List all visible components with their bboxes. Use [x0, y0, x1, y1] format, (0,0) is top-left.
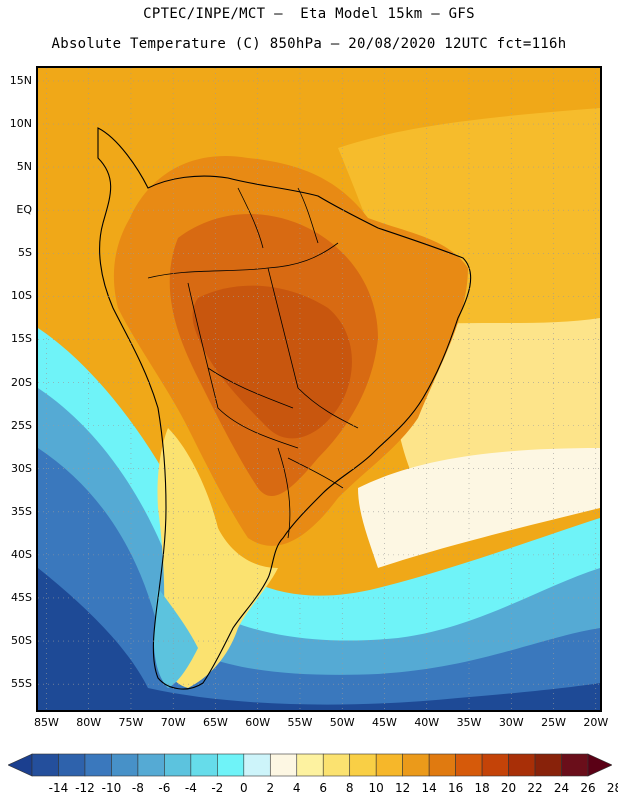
colorbar-tick-label: -14 — [48, 781, 69, 795]
lat-tick-label: 35S — [11, 504, 32, 518]
colorbar-swatch — [534, 753, 562, 777]
colorbar-tick-label: 2 — [266, 781, 275, 795]
lon-tick-label: 55W — [287, 716, 313, 729]
patagonia-land — [157, 428, 278, 688]
colorbar-tick-label: 6 — [319, 781, 328, 795]
colorbar-tick-label: 14 — [421, 781, 437, 795]
map-canvas — [38, 68, 600, 710]
colorbar-swatch — [137, 753, 165, 777]
lon-tick-label: 65W — [203, 716, 228, 729]
temperature-map — [36, 66, 602, 712]
colorbar-swatch — [111, 753, 139, 777]
colorbar-tick-label: 20 — [500, 781, 517, 795]
lat-tick-label: 40S — [11, 547, 32, 561]
colorbar-swatch — [243, 753, 271, 777]
lat-tick-label: 15S — [11, 332, 32, 346]
lat-tick-label: 5N — [16, 160, 32, 174]
colorbar-swatch — [296, 753, 324, 777]
colorbar-tick-label: -10 — [101, 781, 122, 795]
colorbar-swatch — [455, 753, 483, 777]
chart-subtitle: Absolute Temperature (C) 850hPa – 20/08/… — [51, 36, 567, 52]
lon-tick-label: 70W — [160, 716, 186, 729]
colorbar-swatch — [375, 753, 403, 777]
colorbar-swatch — [349, 753, 377, 777]
colorbar-tick-label: 28 — [606, 781, 618, 795]
colorbar-swatch — [402, 753, 430, 777]
colorbar-swatch — [428, 753, 456, 777]
colorbar-swatch — [322, 753, 351, 777]
colorbar-tick-label: 10 — [368, 781, 384, 795]
colorbar-tick-label: 12 — [395, 781, 411, 795]
colorbar-tick-label: 0 — [239, 781, 248, 795]
coastline — [97, 127, 472, 690]
lat-tick-label: 15N — [9, 73, 32, 87]
colorbar-swatch — [481, 753, 509, 777]
lon-tick-label: 35W — [456, 716, 482, 729]
colorbar-swatch — [561, 753, 589, 777]
colorbar-tick-label: 24 — [553, 781, 570, 795]
very-cold-band — [38, 568, 600, 710]
colorbar-swatch — [508, 753, 536, 777]
lon-tick-label: 85W — [34, 716, 59, 729]
colorbar-tick-label: -8 — [131, 781, 144, 795]
colorbar-swatch — [269, 753, 298, 777]
far-south-land — [153, 588, 198, 688]
colorbar-swatch — [190, 753, 218, 777]
colorbar-tick-label: 8 — [345, 781, 354, 795]
chart-title: CPTEC/INPE/MCT – Eta Model 15km – GFS — [143, 6, 475, 22]
colorbar-tick-label: -6 — [158, 781, 171, 795]
colorbar-tick-label: 16 — [447, 781, 464, 795]
lon-tick-label: 75W — [118, 716, 144, 729]
lon-tick-label: 50W — [329, 716, 355, 729]
lat-tick-label: 30S — [11, 461, 32, 475]
lon-tick-label: 30W — [498, 716, 524, 729]
colorbar-tick-label: 22 — [527, 781, 543, 795]
colorbar-swatch — [58, 753, 86, 777]
colorbar-tick-label: 26 — [580, 781, 596, 795]
lat-tick-label: 10N — [9, 117, 32, 130]
lat-tick-label: 20S — [11, 375, 32, 389]
lon-tick-label: 60W — [245, 716, 271, 729]
lon-tick-label: 40W — [414, 716, 440, 729]
colorbar — [8, 753, 612, 777]
colorbar-tick-label: -12 — [75, 781, 95, 795]
country-borders — [147, 187, 359, 539]
colorbar-swatch — [164, 753, 192, 777]
lat-tick-label: 5S — [18, 246, 32, 260]
colorbar-swatch — [31, 753, 59, 777]
lon-tick-label: 45W — [372, 716, 397, 729]
map-grid — [38, 68, 600, 710]
colorbar-tick-label: 4 — [292, 781, 301, 795]
lat-tick-label: 45S — [11, 590, 32, 604]
lon-tick-label: 20W — [583, 716, 609, 729]
colorbar-tick-label: -2 — [211, 781, 224, 795]
colorbar-min-arrow — [8, 753, 33, 777]
colorbar-tick-label: 18 — [474, 781, 490, 795]
lon-tick-label: 25W — [541, 716, 566, 729]
lat-tick-label: 50S — [11, 634, 32, 648]
lat-tick-label: EQ — [16, 203, 32, 217]
lat-tick-label: 25S — [11, 418, 32, 432]
pale-zone — [358, 448, 600, 568]
lon-tick-label: 80W — [76, 716, 102, 729]
colorbar-swatch — [84, 753, 112, 777]
lat-tick-label: 55S — [11, 677, 32, 691]
lat-tick-label: 10S — [11, 289, 32, 303]
colorbar-max-arrow — [587, 753, 612, 777]
colorbar-swatch — [217, 753, 245, 777]
colorbar-tick-label: -4 — [184, 781, 197, 795]
